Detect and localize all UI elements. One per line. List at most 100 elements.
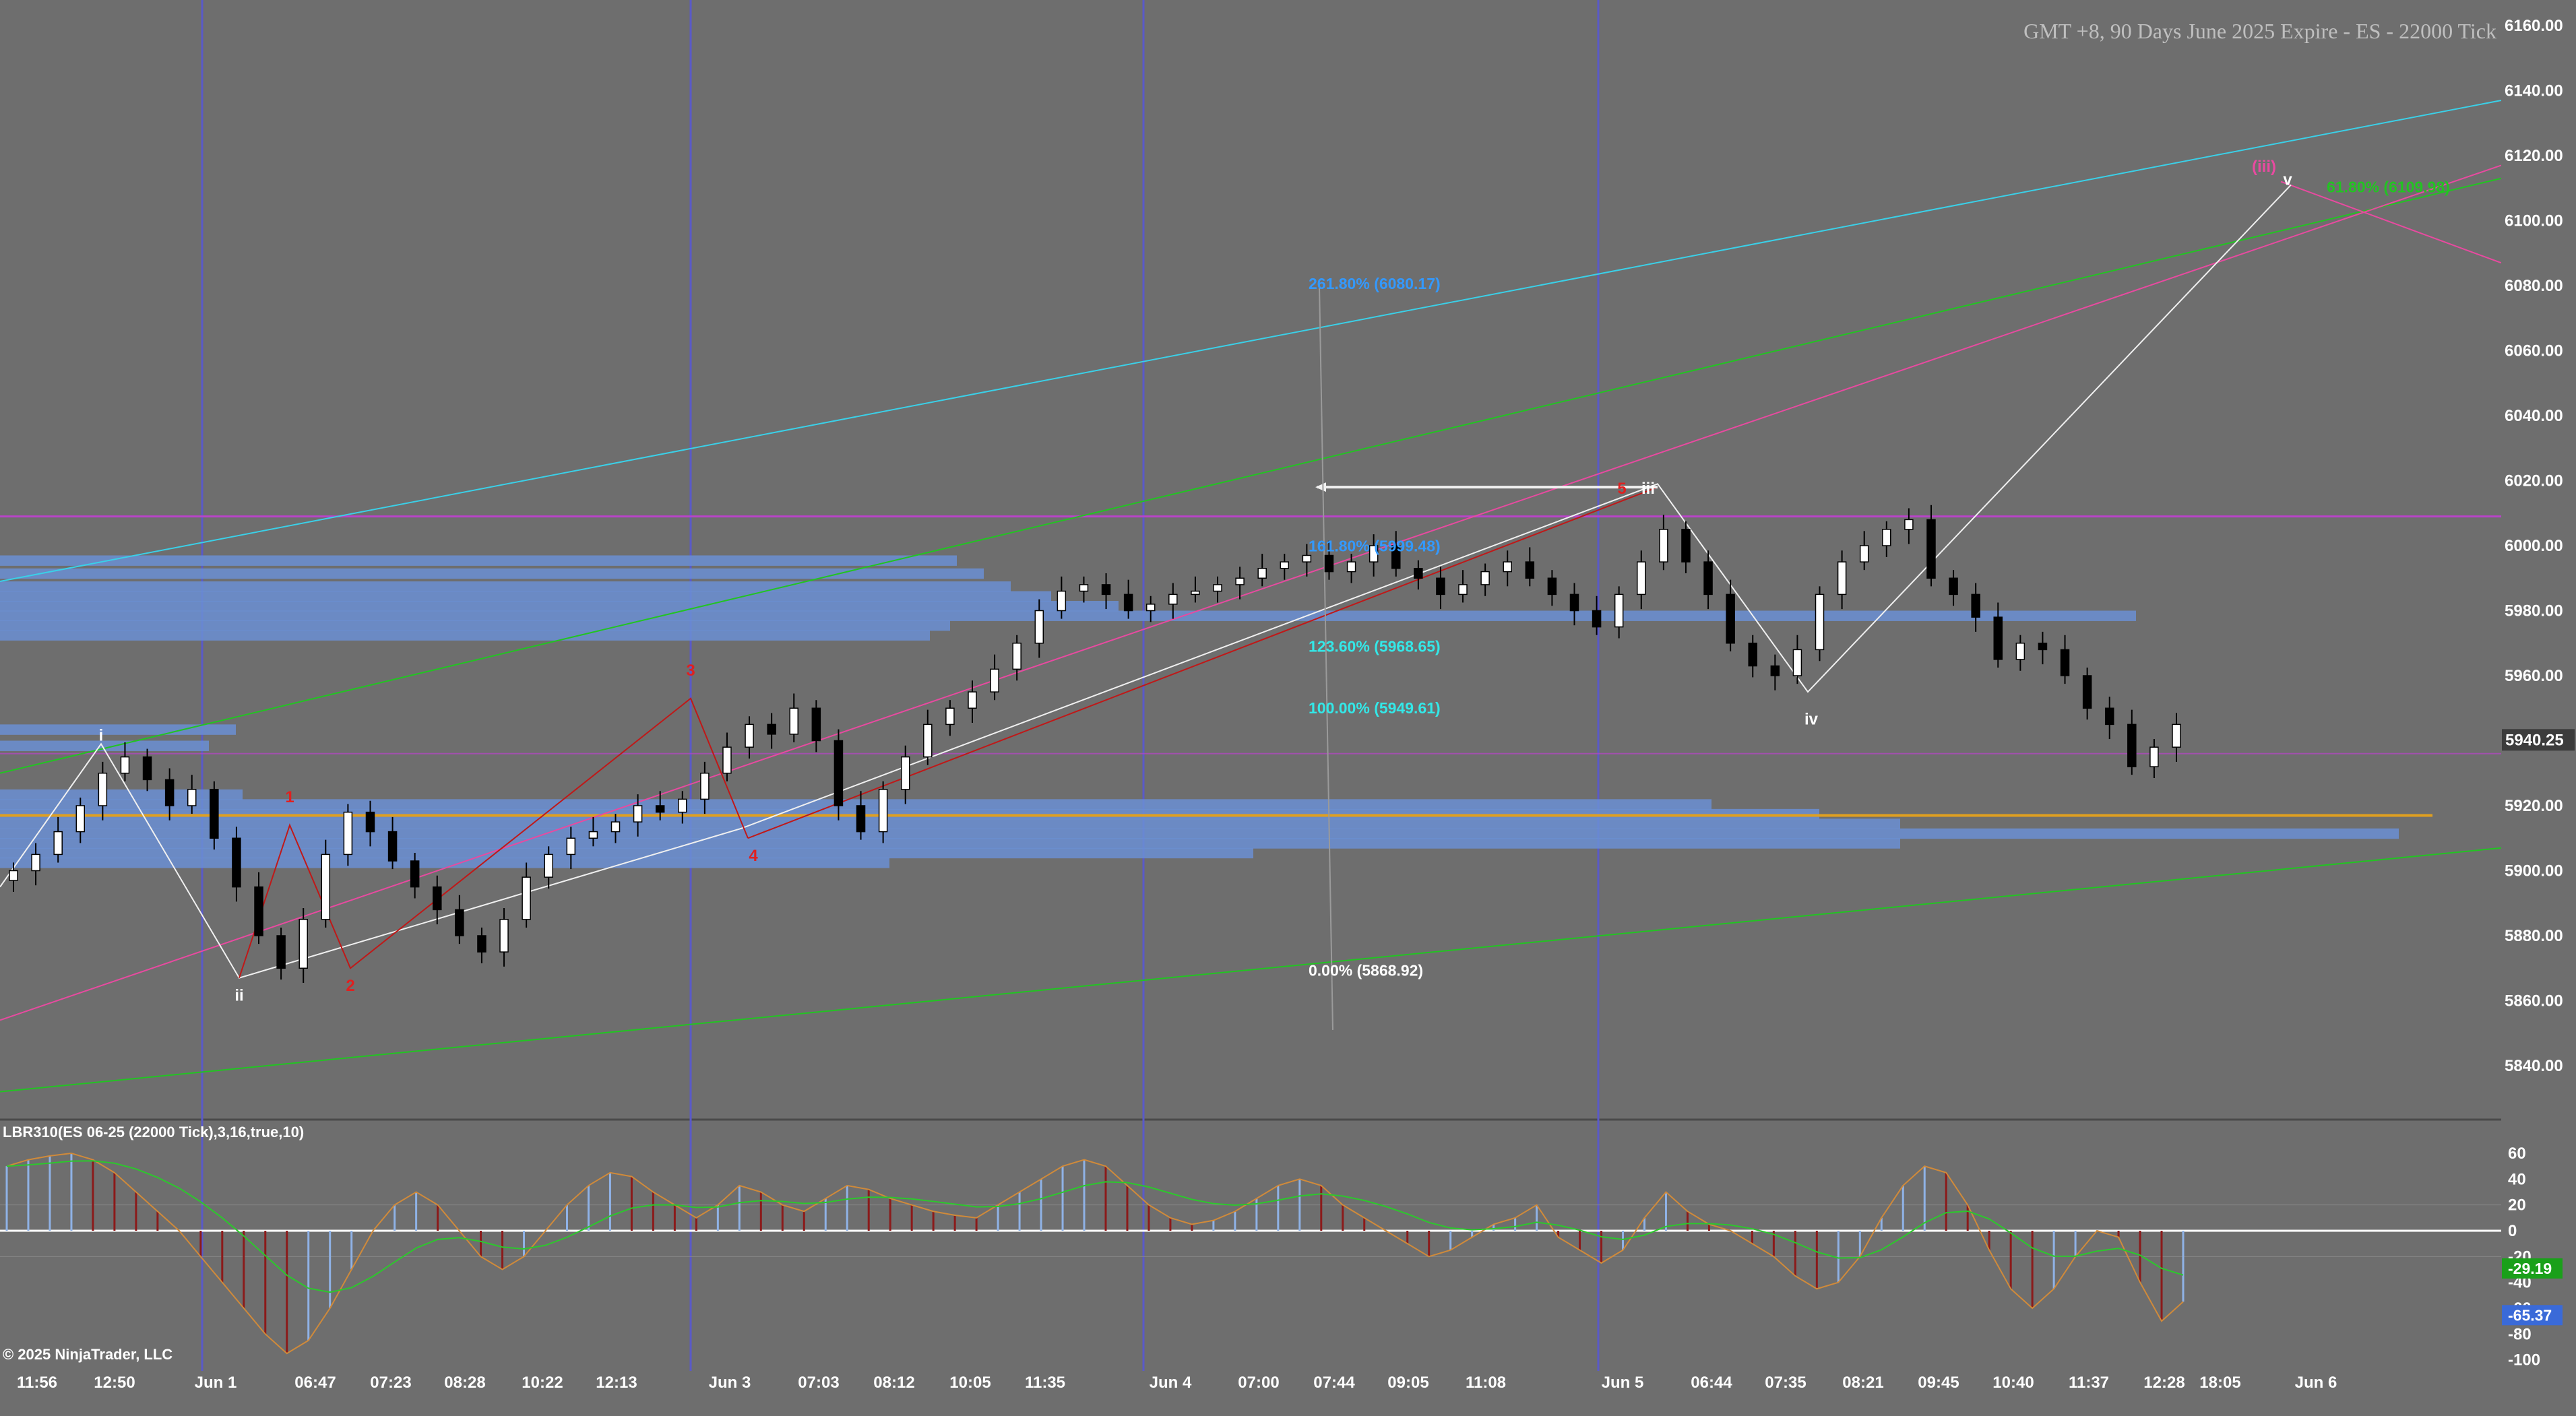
candle-body (1414, 568, 1423, 579)
candle-body (365, 811, 375, 833)
x-tick-18: Jun 5 (1602, 1374, 1644, 1392)
candle-body (1191, 590, 1200, 596)
candle-body (410, 860, 420, 888)
candle-body (1792, 649, 1802, 676)
candle-body (31, 854, 40, 872)
x-tick-10: 08:12 (873, 1374, 914, 1392)
candle-body (834, 740, 844, 806)
volume-bar-13 (0, 818, 1900, 829)
candle-body (2082, 675, 2092, 709)
green-channel-lower (0, 847, 2502, 1093)
volume-bar-11 (0, 799, 1711, 810)
x-tick-9: 07:03 (798, 1374, 839, 1392)
candle-body (1034, 610, 1044, 644)
candle-body (53, 831, 63, 856)
osc-value-marker-0 (2502, 1258, 2563, 1279)
candle-body (276, 935, 286, 969)
x-tick-27: Jun 6 (2295, 1374, 2337, 1392)
candle-body (566, 837, 576, 856)
wave-label-0: i (99, 727, 104, 745)
x-tick-2: Jun 1 (195, 1374, 237, 1392)
x-tick-1: 12:50 (94, 1374, 135, 1392)
candle-body (210, 789, 219, 839)
candle-body (1859, 545, 1869, 562)
candle-body (254, 886, 263, 936)
price-tick-11: 6060.00 (2505, 342, 2563, 360)
candle-body (232, 837, 241, 888)
candle-body (1391, 545, 1401, 569)
osc-tick-7: -80 (2508, 1325, 2532, 1343)
price-tick-16: 6160.00 (2505, 17, 2563, 35)
osc-value-marker-1 (2502, 1305, 2563, 1326)
candle-body (900, 756, 910, 790)
volume-bar-15 (0, 838, 1900, 849)
candle-body (1235, 577, 1245, 585)
candles (9, 505, 2181, 983)
candle-body (1837, 561, 1847, 596)
price-tick-6: 5960.00 (2505, 667, 2563, 685)
volume-bar-4 (0, 601, 1119, 612)
cyan-channel-line (0, 99, 2502, 583)
volume-bar-8 (0, 724, 236, 735)
x-tick-24: 11:37 (2069, 1374, 2109, 1392)
candle-body (655, 805, 665, 813)
candle-body (499, 919, 509, 953)
candle-body (343, 811, 353, 856)
osc-tick-1: 40 (2508, 1170, 2526, 1188)
fib-label-3: 100.00% (5949.61) (1309, 699, 1441, 717)
candle-body (1057, 590, 1067, 612)
price-tick-15: 6140.00 (2505, 82, 2563, 100)
x-tick-21: 08:21 (1842, 1374, 1883, 1392)
candle-body (2172, 723, 2181, 748)
candle-body (1324, 554, 1334, 573)
osc-tick-0: 60 (2508, 1145, 2526, 1163)
candle-body (1703, 561, 1713, 596)
copyright: © 2025 NinjaTrader, LLC (3, 1346, 173, 1363)
green-channel-upper (0, 177, 2502, 774)
candle-body (477, 935, 486, 953)
candle-body (1993, 616, 2003, 660)
osc-slow-line (6, 1160, 2184, 1293)
candle-body (968, 691, 977, 709)
osc-value-label-1: -65.37 (2508, 1306, 2552, 1324)
candle-body (1480, 571, 1490, 585)
wave-label-1: ii (234, 987, 243, 1005)
candle-body (1681, 529, 1691, 562)
volume-profile (0, 555, 2399, 868)
candle-body (187, 789, 197, 806)
wave-label-7: iii (1641, 480, 1655, 498)
candle-body (1815, 593, 1825, 651)
candle-body (1503, 561, 1512, 573)
price-tick-14: 6120.00 (2505, 147, 2563, 165)
candle-body (1882, 529, 1891, 546)
osc-value-label-0: -29.19 (2508, 1260, 2552, 1277)
wave-label-8: iv (1804, 710, 1819, 728)
fib-label-0: 261.80% (6080.17) (1309, 275, 1441, 292)
candle-body (2060, 649, 2070, 676)
red-trend-line (747, 486, 1658, 839)
candle-body (2149, 746, 2159, 767)
candle-body (1257, 568, 1267, 579)
candle-body (767, 723, 776, 735)
price-tick-2: 5880.00 (2505, 927, 2563, 945)
candle-body (789, 707, 798, 735)
candle-body (120, 756, 130, 774)
x-tick-5: 08:28 (444, 1374, 485, 1392)
volume-bar-17 (0, 858, 889, 868)
candle-body (544, 854, 553, 878)
price-tick-4: 5920.00 (2505, 797, 2563, 815)
volume-bar-5 (0, 610, 2136, 621)
fib-label-2: 123.60% (5968.65) (1309, 637, 1441, 655)
price-tick-1: 5860.00 (2505, 992, 2563, 1010)
candle-body (1971, 593, 1980, 618)
candle-body (588, 831, 598, 839)
x-tick-3: 06:47 (294, 1374, 336, 1392)
wave-label-2: 1 (285, 788, 294, 806)
candle-body (1949, 577, 1958, 596)
x-tick-22: 09:45 (1918, 1374, 1959, 1392)
candle-body (1904, 519, 1914, 530)
candle-body (75, 805, 86, 833)
wave-label-5: 4 (749, 847, 758, 865)
volume-bar-3 (0, 591, 1051, 602)
